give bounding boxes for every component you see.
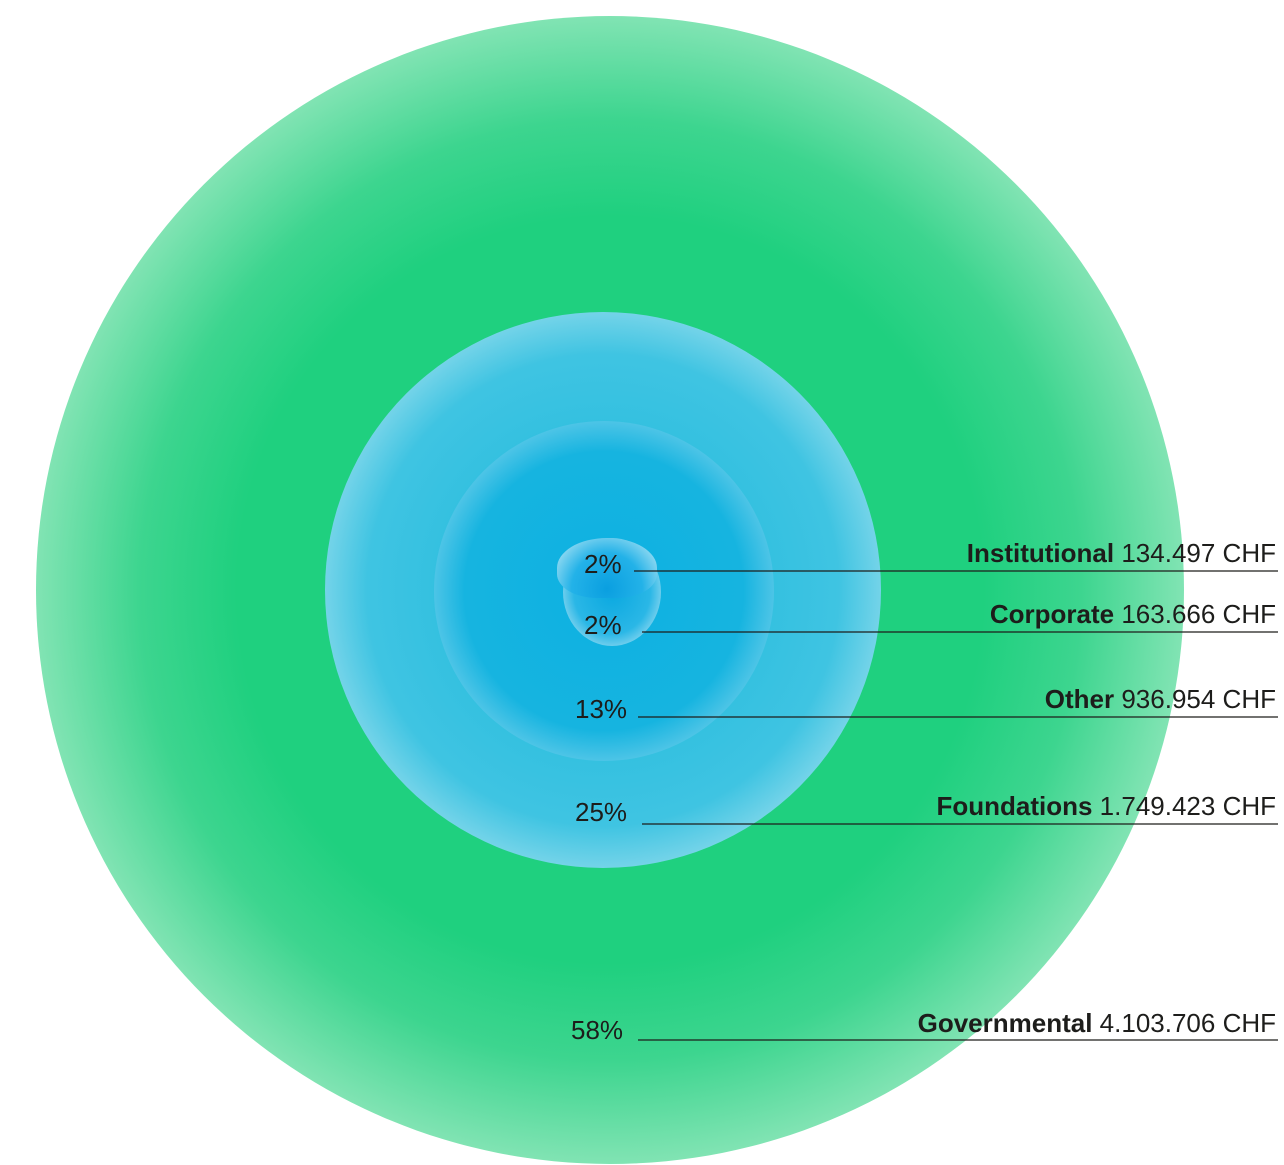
value-label-other: 936.954 CHF <box>1121 684 1276 714</box>
category-label-other: Other <box>1044 684 1115 714</box>
ring-institutional <box>557 538 657 598</box>
value-label-foundations: 1.749.423 CHF <box>1099 791 1276 821</box>
legend-label-foundations: Foundations 1.749.423 CHF <box>936 791 1276 821</box>
legend-label-other: Other 936.954 CHF <box>1045 684 1276 714</box>
percent-label-corporate: 2% <box>584 610 622 640</box>
legend-label-corporate: Corporate 163.666 CHF <box>990 599 1276 629</box>
legend-label-governmental: Governmental 4.103.706 CHF <box>918 1008 1276 1038</box>
category-label-corporate: Corporate <box>989 599 1115 629</box>
percent-label-governmental: 58% <box>571 1015 624 1045</box>
value-label-institutional: 134.497 CHF <box>1121 538 1276 568</box>
category-label-foundations: Foundations <box>936 791 1093 821</box>
percent-label-other: 13% <box>575 694 628 724</box>
percent-label-institutional: 2% <box>584 549 622 579</box>
legend-label-institutional: Institutional 134.497 CHF <box>967 538 1276 568</box>
category-label-institutional: Institutional <box>966 538 1115 568</box>
category-label-governmental: Governmental <box>917 1008 1093 1038</box>
value-label-corporate: 163.666 CHF <box>1121 599 1276 629</box>
percent-label-foundations: 25% <box>575 797 628 827</box>
value-label-governmental: 4.103.706 CHF <box>1099 1008 1276 1038</box>
